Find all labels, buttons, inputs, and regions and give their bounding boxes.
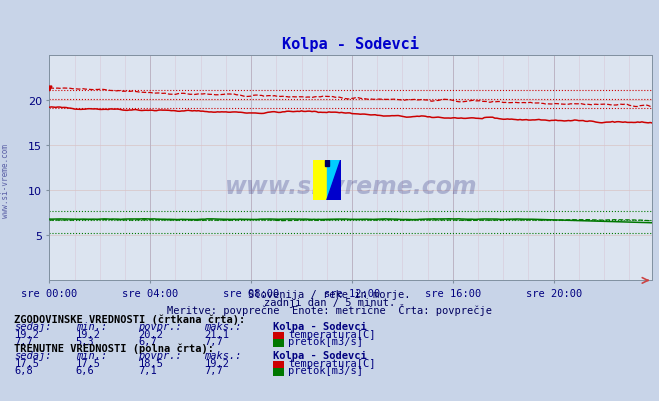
Text: 17,5: 17,5: [14, 358, 40, 368]
Polygon shape: [327, 160, 341, 200]
Text: 7,7: 7,7: [204, 336, 223, 346]
Text: 7,1: 7,1: [138, 365, 157, 375]
Polygon shape: [327, 160, 341, 200]
Text: maks.:: maks.:: [204, 322, 242, 332]
Text: ZGODOVINSKE VREDNOSTI (črtkana črta):: ZGODOVINSKE VREDNOSTI (črtkana črta):: [14, 314, 246, 324]
Text: TRENUTNE VREDNOSTI (polna črta):: TRENUTNE VREDNOSTI (polna črta):: [14, 343, 214, 353]
Text: 6,8: 6,8: [14, 365, 33, 375]
Text: Kolpa - Sodevci: Kolpa - Sodevci: [273, 322, 367, 332]
Text: 19,2: 19,2: [14, 329, 40, 339]
Text: 21,1: 21,1: [204, 329, 229, 339]
Text: temperatura[C]: temperatura[C]: [288, 358, 376, 368]
Text: povpr.:: povpr.:: [138, 350, 182, 360]
Text: pretok[m3/s]: pretok[m3/s]: [288, 336, 363, 346]
Text: 17,5: 17,5: [76, 358, 101, 368]
Text: 7,7: 7,7: [204, 365, 223, 375]
Text: 19,2: 19,2: [204, 358, 229, 368]
Bar: [326, 160, 329, 166]
Text: 18,5: 18,5: [138, 358, 163, 368]
Text: sedaj:: sedaj:: [14, 322, 52, 332]
Text: 7,7: 7,7: [14, 336, 33, 346]
Text: min.:: min.:: [76, 350, 107, 360]
Text: zadnji dan / 5 minut.: zadnji dan / 5 minut.: [264, 298, 395, 308]
Text: pretok[m3/s]: pretok[m3/s]: [288, 365, 363, 375]
Text: 6,6: 6,6: [76, 365, 94, 375]
Text: 20,2: 20,2: [138, 329, 163, 339]
Text: 6,7: 6,7: [138, 336, 157, 346]
Text: Meritve: povprečne  Enote: metrične  Črta: povprečje: Meritve: povprečne Enote: metrične Črta:…: [167, 304, 492, 316]
Text: Kolpa - Sodevci: Kolpa - Sodevci: [273, 350, 367, 360]
Text: www.si-vreme.com: www.si-vreme.com: [225, 174, 477, 198]
Text: 5,3: 5,3: [76, 336, 94, 346]
Text: sedaj:: sedaj:: [14, 350, 52, 360]
Polygon shape: [313, 160, 327, 200]
Text: temperatura[C]: temperatura[C]: [288, 329, 376, 339]
Text: maks.:: maks.:: [204, 350, 242, 360]
Text: 19,2: 19,2: [76, 329, 101, 339]
Text: www.si-vreme.com: www.si-vreme.com: [1, 144, 10, 217]
Text: min.:: min.:: [76, 322, 107, 332]
Title: Kolpa - Sodevci: Kolpa - Sodevci: [283, 36, 419, 52]
Text: povpr.:: povpr.:: [138, 322, 182, 332]
Text: Slovenija / reke in morje.: Slovenija / reke in morje.: [248, 290, 411, 300]
